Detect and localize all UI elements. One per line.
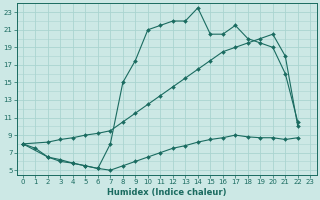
X-axis label: Humidex (Indice chaleur): Humidex (Indice chaleur) — [107, 188, 226, 197]
